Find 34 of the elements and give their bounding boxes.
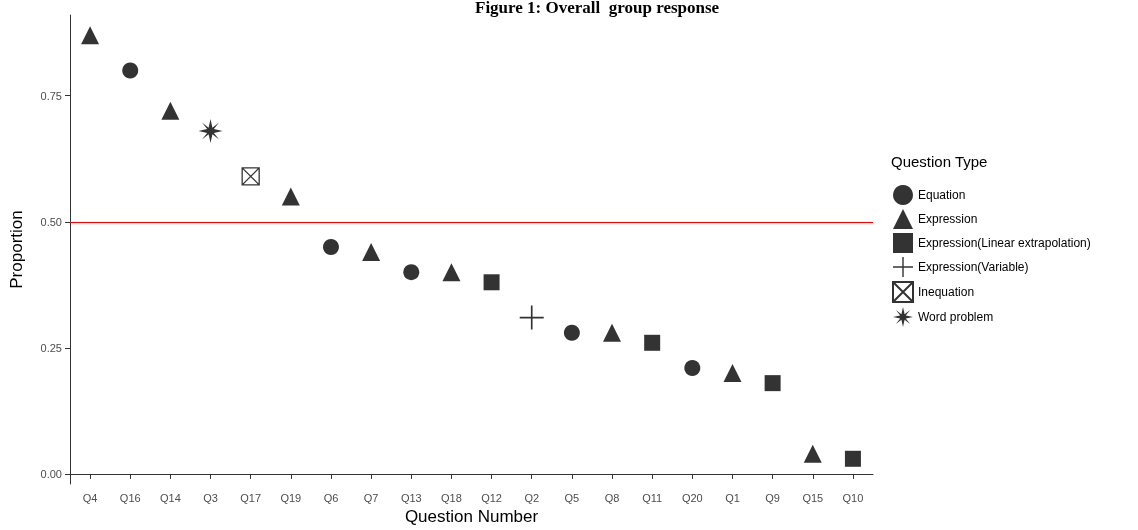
legend-label: Equation bbox=[918, 188, 966, 202]
x-tick-label: Q6 bbox=[323, 491, 339, 504]
y-tick-label: 0.00 bbox=[40, 467, 62, 480]
x-tick-label: Q4 bbox=[82, 491, 98, 504]
legend-title: Question Type bbox=[891, 153, 988, 170]
x-tick-label: Q3 bbox=[203, 491, 218, 504]
x-tick-label: Q16 bbox=[119, 491, 141, 504]
x-tick-label: Q17 bbox=[240, 491, 262, 504]
x-tick-label: Q10 bbox=[842, 491, 864, 504]
x-tick-label: Q1 bbox=[725, 491, 740, 504]
x-tick-label: Q13 bbox=[400, 491, 422, 504]
legend-label: Expression bbox=[918, 212, 978, 226]
legend-label: Inequation bbox=[918, 285, 975, 299]
x-tick-label: Q7 bbox=[363, 491, 379, 504]
x-tick-label: Q5 bbox=[564, 491, 580, 504]
legend-label: Expression(Linear extrapolation) bbox=[918, 236, 1091, 250]
y-tick-label: 0.75 bbox=[40, 89, 62, 102]
chart-title: Figure 1: Overall group response bbox=[475, 0, 720, 17]
x-tick-label: Q9 bbox=[765, 491, 780, 504]
x-tick-label: Q18 bbox=[441, 491, 462, 504]
x-tick-label: Q20 bbox=[681, 491, 703, 504]
x-tick-label: Q19 bbox=[280, 491, 302, 504]
y-axis-title: Proportion bbox=[7, 210, 26, 289]
y-tick-label: 0.50 bbox=[40, 215, 62, 228]
x-tick-label: Q12 bbox=[481, 491, 502, 504]
x-tick-label: Q2 bbox=[524, 491, 540, 504]
x-tick-label: Q14 bbox=[159, 491, 181, 504]
x-tick-label: Q15 bbox=[802, 491, 824, 504]
x-tick-label: Q11 bbox=[642, 491, 663, 504]
x-tick-label: Q8 bbox=[604, 491, 620, 504]
y-tick-label: 0.25 bbox=[40, 341, 62, 354]
x-axis-title: Question Number bbox=[404, 507, 539, 526]
legend-label: Word problem bbox=[918, 310, 994, 324]
legend-label: Expression(Variable) bbox=[918, 260, 1029, 274]
